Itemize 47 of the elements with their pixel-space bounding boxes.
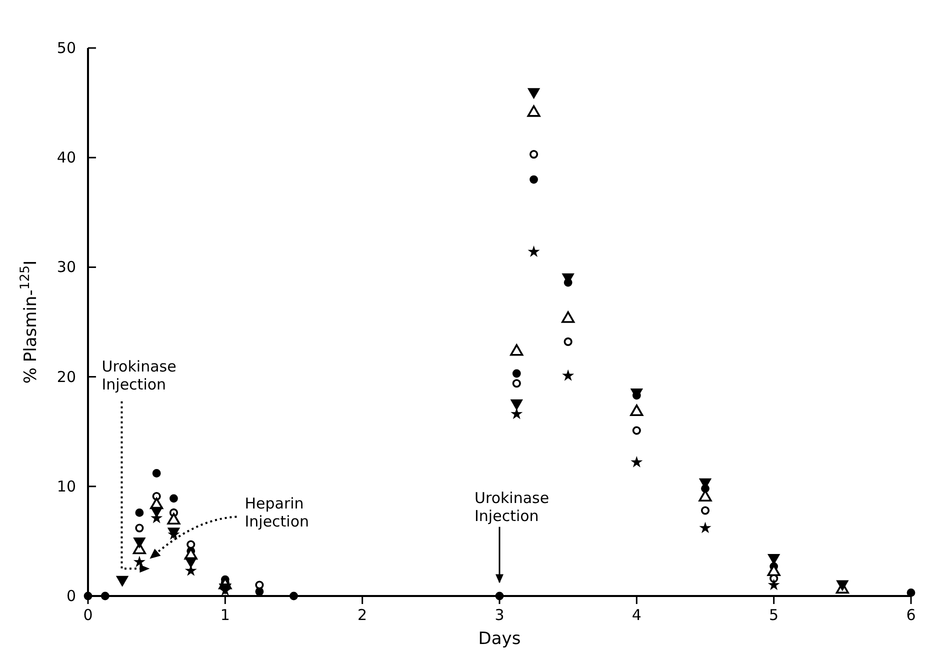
annotation: Heparin Injection: [244, 494, 310, 531]
y-tick-label: 40: [56, 148, 76, 167]
point: [135, 524, 144, 532]
x-tick-label: 6: [906, 606, 916, 624]
point: [700, 506, 710, 515]
point: [167, 512, 180, 525]
y-tick-label: 0: [66, 587, 76, 605]
annotation: Urokinase Injection: [474, 488, 550, 525]
point: [152, 469, 161, 478]
point: [529, 150, 538, 159]
point: [255, 580, 264, 590]
y-tick-label: 10: [56, 477, 76, 496]
x-axis-title: Days: [478, 629, 521, 649]
point: [527, 105, 540, 117]
point: [290, 592, 298, 600]
point: [528, 246, 540, 257]
x-tick-label: 3: [494, 606, 504, 624]
x-tick-label: 4: [632, 606, 642, 624]
point: [632, 426, 641, 435]
point: [562, 369, 574, 381]
point: [512, 369, 521, 378]
annotation: Urokinase Injection: [102, 357, 176, 394]
y-tick-label: 20: [56, 368, 76, 386]
point: [495, 592, 504, 600]
x-tick-label: 1: [220, 606, 230, 624]
x-tick-label: 0: [83, 606, 93, 624]
point: [699, 522, 712, 534]
point: [510, 408, 523, 420]
x-tick-label: 5: [769, 606, 779, 624]
point: [768, 578, 780, 590]
point: [530, 175, 538, 184]
point: [512, 379, 521, 388]
point: [84, 592, 92, 600]
point: [564, 337, 572, 346]
point: [562, 311, 575, 323]
x-tick-label: 2: [358, 606, 368, 624]
point: [906, 588, 916, 597]
point: [630, 456, 643, 468]
y-tick-label: 30: [56, 258, 76, 276]
y-tick-label: 50: [56, 39, 76, 57]
point: [135, 508, 144, 517]
point: [170, 494, 178, 503]
point: [630, 404, 644, 416]
point: [100, 592, 110, 600]
point: [133, 556, 146, 568]
point: [186, 540, 196, 549]
point: [510, 344, 524, 356]
